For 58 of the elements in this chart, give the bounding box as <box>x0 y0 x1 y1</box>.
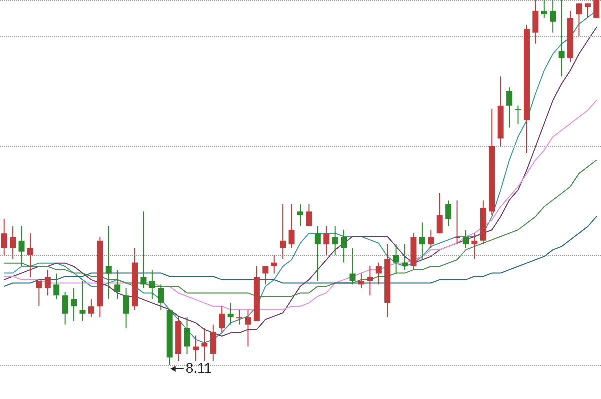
candlestick <box>515 105 522 125</box>
candlestick <box>462 229 469 249</box>
candlestick <box>428 229 434 249</box>
candlestick <box>123 288 130 329</box>
candlestick <box>71 288 78 322</box>
candlestick <box>228 302 234 326</box>
candlestick <box>44 270 51 296</box>
candlestick <box>472 233 478 260</box>
candlestick <box>454 200 460 246</box>
candlestick <box>140 211 147 289</box>
candlestick <box>36 280 42 308</box>
candlestick <box>558 0 565 78</box>
candlestick <box>376 262 382 286</box>
candlestick <box>262 266 269 286</box>
candlestick <box>192 335 199 362</box>
candlestick <box>506 87 513 128</box>
candlestick <box>306 204 312 227</box>
candlestick <box>402 244 408 271</box>
candlestick <box>210 324 216 362</box>
candlestick <box>27 233 34 278</box>
candlestick <box>584 3 591 19</box>
candlestick <box>358 273 364 289</box>
candlestick <box>594 0 600 19</box>
candlestick <box>106 226 112 300</box>
candlestick <box>332 226 338 256</box>
candlestick <box>219 306 226 333</box>
candlestick <box>80 280 86 322</box>
candlestick <box>393 244 400 274</box>
candlestick <box>202 328 208 362</box>
candlestick <box>62 292 68 326</box>
candlestick <box>341 229 348 264</box>
candlestick <box>158 284 164 311</box>
candlestick <box>149 270 156 300</box>
candlestick <box>298 204 304 227</box>
candlestick <box>532 0 539 44</box>
candlestick <box>1 218 8 256</box>
candlestick <box>280 204 286 260</box>
candlestick <box>350 248 356 286</box>
candlestick <box>314 226 321 282</box>
candlestick <box>18 226 25 267</box>
candlestick <box>288 204 295 249</box>
candlestick <box>576 3 582 37</box>
candlestick <box>541 0 548 19</box>
candlestick <box>10 226 16 260</box>
candlestick <box>54 273 60 300</box>
candlestick <box>419 222 426 260</box>
candlestick <box>446 200 452 227</box>
candlestick <box>184 317 190 355</box>
candlestick <box>114 270 121 300</box>
candlestick <box>236 310 243 326</box>
candlestick <box>324 226 330 256</box>
annotation: 8.11 <box>186 360 212 376</box>
candlestick <box>550 0 556 34</box>
candlestick <box>436 192 443 234</box>
candlestick <box>271 255 278 274</box>
candlestick <box>88 298 94 318</box>
candlestick <box>245 310 252 348</box>
candlestick <box>367 266 374 296</box>
